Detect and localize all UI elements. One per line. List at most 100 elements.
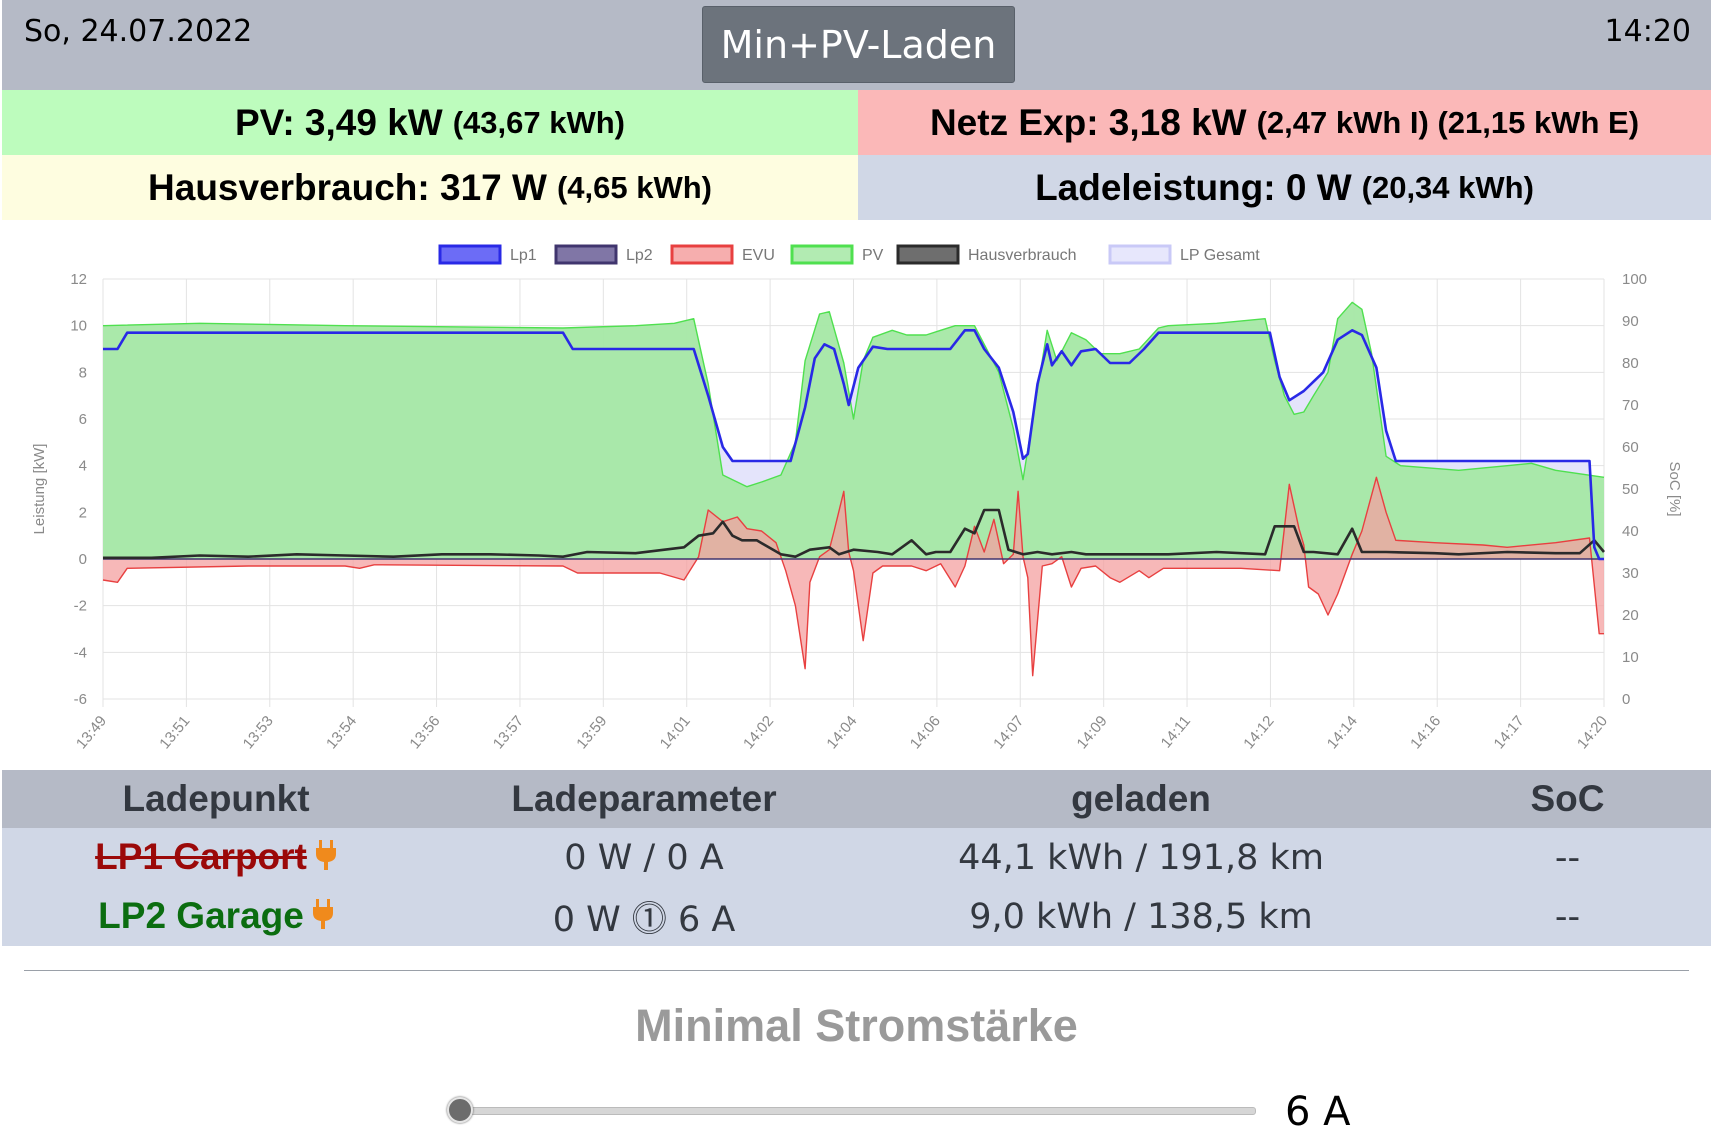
charge-point-cell: LP2 Garage — [2, 895, 430, 938]
x-tick-label: 13:53 — [240, 713, 277, 753]
power-chart: 121086420-2-4-6100908070605040302010013:… — [31, 244, 1683, 753]
grid-export-tile: Netz Exp: 3,18 kW (2,47 kWh I) (21,15 kW… — [858, 90, 1711, 155]
y-tick-label: -2 — [74, 598, 87, 615]
charge-point-name[interactable]: LP1 Carport — [95, 836, 307, 877]
y2-tick-label: 10 — [1622, 649, 1639, 666]
soc-value: -- — [1554, 837, 1581, 878]
y2-axis-title: SoC [%] — [1666, 461, 1683, 516]
divider — [24, 970, 1689, 971]
y2-tick-label: 60 — [1622, 439, 1639, 456]
table-header: Ladepunkt Ladeparameter geladen SoC — [2, 770, 1711, 828]
charge-parameter: 0 W / 0 A — [564, 837, 724, 878]
legend-swatch — [554, 244, 618, 265]
soc-value: -- — [1554, 896, 1581, 937]
min-current-value: 6 A — [1285, 1089, 1351, 1135]
header-soc: SoC — [1530, 778, 1605, 819]
x-tick-label: 13:57 — [490, 713, 527, 753]
table-row[interactable]: LP1 Carport 0 W / 0 A 44,1 kWh / 191,8 k… — [2, 828, 1711, 887]
series-line-hausverbrauch — [103, 508, 1606, 560]
charging-energy-value: (20,34 kWh) — [1361, 169, 1534, 205]
y-tick-label: 6 — [79, 411, 87, 428]
legend-label: Lp1 — [510, 247, 537, 264]
header-ladepunkt: Ladepunkt — [122, 778, 310, 819]
pv-energy-value: (43,67 kWh) — [452, 104, 625, 140]
pv-power-value: PV: 3,49 kW — [235, 101, 443, 143]
min-current-title: Minimal Stromstärke — [635, 1000, 1078, 1051]
legend-swatch — [896, 244, 960, 265]
x-tick-label: 14:17 — [1491, 713, 1528, 753]
header-geladen: geladen — [1071, 778, 1211, 819]
legend-label: EVU — [742, 247, 775, 264]
house-energy-value: (4,65 kWh) — [556, 169, 712, 205]
legend-label: Lp2 — [626, 247, 653, 264]
y2-tick-label: 80 — [1622, 355, 1639, 372]
x-tick-label: 14:16 — [1407, 713, 1444, 753]
x-tick-label: 13:54 — [323, 713, 360, 753]
charge-mode-button[interactable]: Min+PV-Laden — [702, 6, 1015, 83]
house-consumption-tile: Hausverbrauch: 317 W (4,65 kWh) — [2, 155, 858, 220]
y2-tick-label: 90 — [1622, 313, 1639, 330]
date-label: So, 24.07.2022 — [24, 14, 253, 49]
x-tick-label: 13:49 — [73, 713, 110, 753]
y-axis-title: Leistung [kW] — [31, 444, 48, 535]
x-tick-label: 14:01 — [657, 713, 694, 753]
x-tick-label: 14:12 — [1240, 713, 1277, 753]
x-tick-label: 14:02 — [740, 713, 777, 753]
x-tick-label: 13:59 — [573, 713, 610, 753]
header-ladeparameter: Ladeparameter — [511, 778, 777, 819]
y-tick-label: 0 — [79, 551, 87, 568]
charging-power-tile: Ladeleistung: 0 W (20,34 kWh) — [858, 155, 1711, 220]
y-tick-label: 8 — [79, 364, 87, 381]
x-tick-label: 13:51 — [156, 713, 193, 753]
charged-amount: 9,0 kWh / 138,5 km — [969, 896, 1313, 937]
x-tick-label: 14:20 — [1574, 713, 1611, 753]
top-bar: So, 24.07.2022 Min+PV-Laden 14:20 — [2, 0, 1711, 90]
charging-power-value: Ladeleistung: 0 W — [1035, 166, 1352, 208]
legend-label: PV — [862, 247, 884, 264]
min-current-slider[interactable] — [458, 1107, 1256, 1115]
series-line-evu — [102, 476, 1604, 677]
y-tick-label: -4 — [74, 644, 87, 661]
x-tick-label: 14:11 — [1158, 713, 1194, 752]
x-tick-label: 14:14 — [1324, 713, 1361, 753]
series-area-pv — [103, 302, 1604, 559]
pv-power-tile: PV: 3,49 kW (43,67 kWh) — [2, 90, 858, 155]
legend-swatch — [670, 244, 734, 265]
y2-tick-label: 70 — [1622, 397, 1639, 414]
legend-swatch — [438, 244, 502, 265]
plug-icon — [312, 898, 334, 938]
house-consumption-value: Hausverbrauch: 317 W — [148, 166, 547, 208]
charge-parameter: 0 W ⓵ 6 A — [552, 900, 736, 940]
y-tick-label: 2 — [79, 504, 87, 521]
charge-point-table: Ladepunkt Ladeparameter geladen SoC LP1 … — [2, 770, 1711, 946]
time-label: 14:20 — [1604, 14, 1691, 49]
x-tick-label: 14:04 — [823, 713, 860, 753]
y2-tick-label: 100 — [1622, 271, 1647, 288]
charge-point-name[interactable]: LP2 Garage — [98, 895, 304, 936]
y2-tick-label: 40 — [1622, 523, 1639, 540]
charged-amount: 44,1 kWh / 191,8 km — [958, 837, 1324, 878]
legend-swatch — [790, 244, 854, 265]
table-row[interactable]: LP2 Garage 0 W ⓵ 6 A 9,0 kWh / 138,5 km … — [2, 887, 1711, 946]
plug-icon — [315, 839, 337, 879]
x-tick-label: 14:07 — [990, 713, 1027, 753]
y-tick-label: 10 — [70, 318, 87, 335]
y2-tick-label: 50 — [1622, 481, 1639, 498]
y-tick-label: 12 — [70, 271, 87, 288]
x-tick-label: 13:56 — [406, 713, 443, 753]
slider-thumb[interactable] — [447, 1097, 473, 1123]
x-tick-label: 14:09 — [1074, 713, 1111, 753]
y2-tick-label: 30 — [1622, 565, 1639, 582]
y-tick-label: 4 — [79, 458, 87, 475]
x-tick-label: 14:06 — [907, 713, 944, 753]
legend-label: Hausverbrauch — [968, 247, 1077, 264]
y2-tick-label: 0 — [1622, 691, 1630, 708]
grid-energy-value: (2,47 kWh I) (21,15 kWh E) — [1256, 104, 1640, 140]
legend-label: LP Gesamt — [1180, 247, 1260, 264]
charge-point-cell: LP1 Carport — [2, 836, 430, 879]
y2-tick-label: 20 — [1622, 607, 1639, 624]
grid-export-value: Netz Exp: 3,18 kW — [929, 101, 1247, 143]
y-tick-label: -6 — [74, 691, 87, 708]
series-line-lp1 — [103, 329, 1604, 561]
legend-swatch — [1108, 244, 1172, 265]
